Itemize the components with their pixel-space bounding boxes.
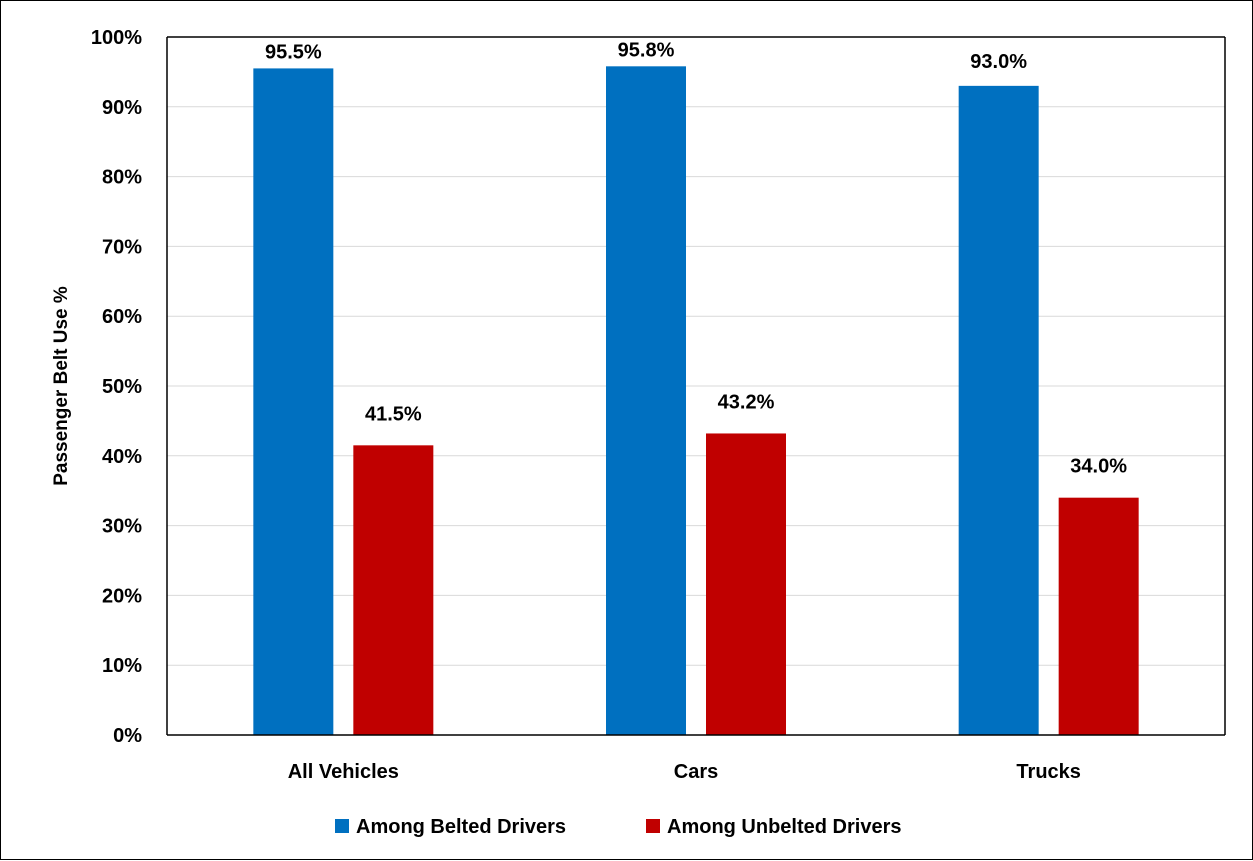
data-label: 34.0% bbox=[1070, 456, 1127, 478]
data-label: 95.8% bbox=[618, 39, 675, 61]
legend-swatch bbox=[335, 819, 349, 833]
legend-label: Among Unbelted Drivers bbox=[667, 816, 901, 838]
y-tick-label: 70% bbox=[102, 236, 142, 258]
y-tick-label: 80% bbox=[102, 167, 142, 189]
x-category-label: All Vehicles bbox=[288, 761, 399, 783]
x-category-label: Cars bbox=[674, 761, 718, 783]
bar bbox=[606, 66, 686, 736]
data-label: 41.5% bbox=[365, 403, 422, 425]
y-tick-label: 60% bbox=[102, 306, 142, 328]
y-tick-label: 10% bbox=[102, 655, 142, 677]
y-axis-ticks: 0% 10% 20% 30% 40% 50% 60% 70% 80% 90% 100% bbox=[91, 27, 142, 747]
data-label: 93.0% bbox=[970, 51, 1027, 73]
bar bbox=[1058, 497, 1139, 735]
y-tick-label: 40% bbox=[102, 446, 142, 468]
data-label: 43.2% bbox=[718, 391, 775, 413]
y-tick-label: 0% bbox=[113, 725, 142, 747]
legend-label: Among Belted Drivers bbox=[356, 816, 566, 838]
legend-swatch bbox=[646, 819, 660, 833]
bars bbox=[253, 66, 1139, 736]
bar bbox=[958, 85, 1039, 736]
bar bbox=[353, 445, 434, 735]
y-axis-label: Passenger Belt Use % bbox=[51, 286, 72, 486]
data-label: 95.5% bbox=[265, 41, 322, 63]
y-tick-label: 100% bbox=[91, 27, 142, 49]
y-tick-label: 90% bbox=[102, 97, 142, 119]
y-tick-label: 30% bbox=[102, 516, 142, 538]
x-category-label: Trucks bbox=[1016, 761, 1080, 783]
x-axis-categories: All Vehicles Cars Trucks bbox=[288, 761, 1081, 783]
y-tick-label: 20% bbox=[102, 585, 142, 607]
data-labels: 95.5% 41.5% 95.8% 43.2% 93.0% 34.0% bbox=[265, 39, 1127, 477]
legend: Among Belted Drivers Among Unbelted Drive… bbox=[335, 816, 901, 838]
bar bbox=[253, 68, 334, 735]
y-tick-label: 50% bbox=[102, 376, 142, 398]
axes bbox=[166, 36, 1226, 736]
bar bbox=[706, 433, 786, 735]
